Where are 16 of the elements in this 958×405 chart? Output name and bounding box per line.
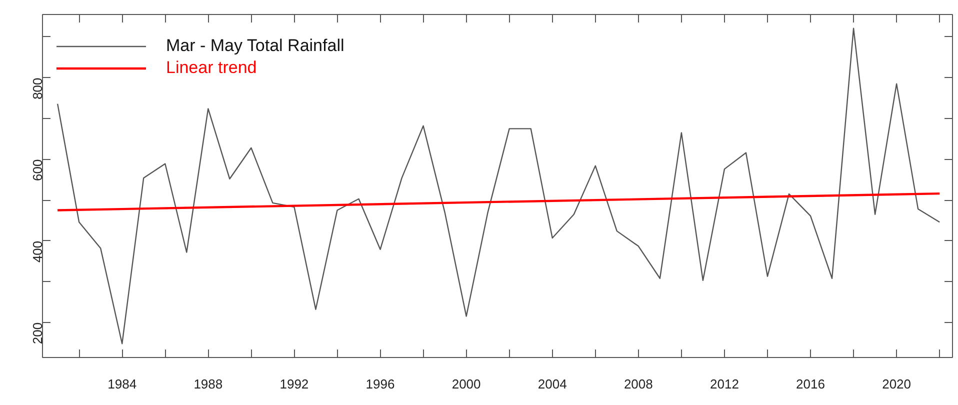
y-tick-label: 600 xyxy=(30,159,45,181)
x-tick-label: 2004 xyxy=(538,376,567,392)
x-tick-label: 2012 xyxy=(710,376,739,392)
x-tick-label: 2008 xyxy=(624,376,653,392)
y-tick-label: 200 xyxy=(30,322,45,344)
x-tick-label: 1984 xyxy=(108,376,137,392)
text: Linear trend xyxy=(166,58,257,78)
x-tick-label: 2000 xyxy=(452,376,481,392)
x-tick-label: 1988 xyxy=(194,376,223,392)
x-tick-label: 1996 xyxy=(366,376,395,392)
y-tick-label: 800 xyxy=(30,78,45,100)
x-tick-label: 1992 xyxy=(280,376,309,392)
y-tick-label: 400 xyxy=(30,240,45,263)
x-tick-label: 2020 xyxy=(882,376,912,392)
legend-label: Mar - May Total Rainfall xyxy=(166,36,344,56)
x-tick-label: 2016 xyxy=(796,376,825,392)
